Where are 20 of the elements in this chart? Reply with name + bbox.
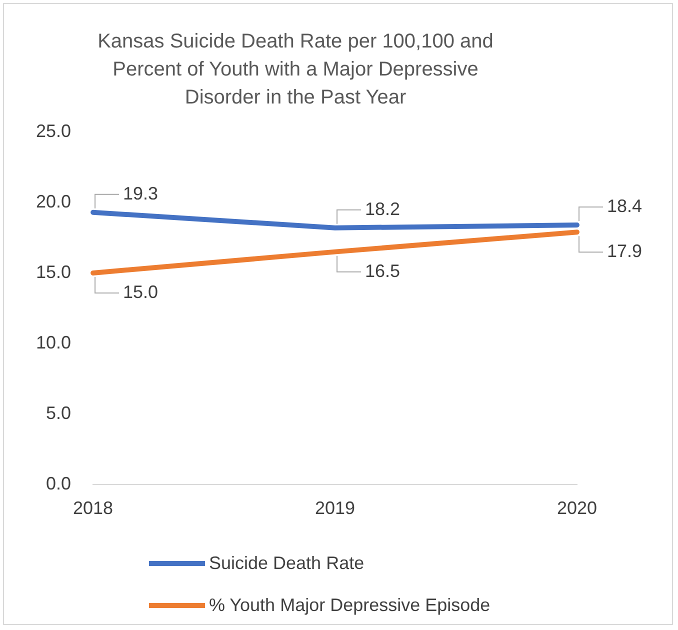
y-tick-label: 20.0 bbox=[36, 191, 72, 212]
y-tick-label: 5.0 bbox=[46, 402, 72, 423]
legend-label: Suicide Death Rate bbox=[209, 552, 364, 574]
data-label: 18.2 bbox=[365, 198, 400, 219]
y-tick-label: 0.0 bbox=[46, 473, 72, 494]
data-label: 17.9 bbox=[607, 241, 642, 262]
y-tick-label: 25.0 bbox=[36, 120, 72, 141]
y-tick-label: 10.0 bbox=[36, 332, 72, 352]
data-label: 18.4 bbox=[607, 196, 642, 216]
x-tick-label: 2019 bbox=[314, 498, 356, 518]
data-label: 19.3 bbox=[123, 183, 158, 204]
data-label: 15.0 bbox=[123, 282, 158, 302]
legend-label: % Youth Major Depressive Episode bbox=[209, 594, 490, 616]
text: Percent of Youth with a Major Depressive bbox=[112, 58, 478, 81]
x-tick-label: 2020 bbox=[556, 498, 598, 518]
text: Disorder in the Past Year bbox=[184, 86, 406, 109]
x-tick-label: 2018 bbox=[73, 498, 114, 518]
y-tick-label: 15.0 bbox=[36, 262, 72, 282]
data-label: 16.5 bbox=[365, 260, 400, 281]
text: Kansas Suicide Death Rate per 100,100 and bbox=[98, 30, 494, 53]
